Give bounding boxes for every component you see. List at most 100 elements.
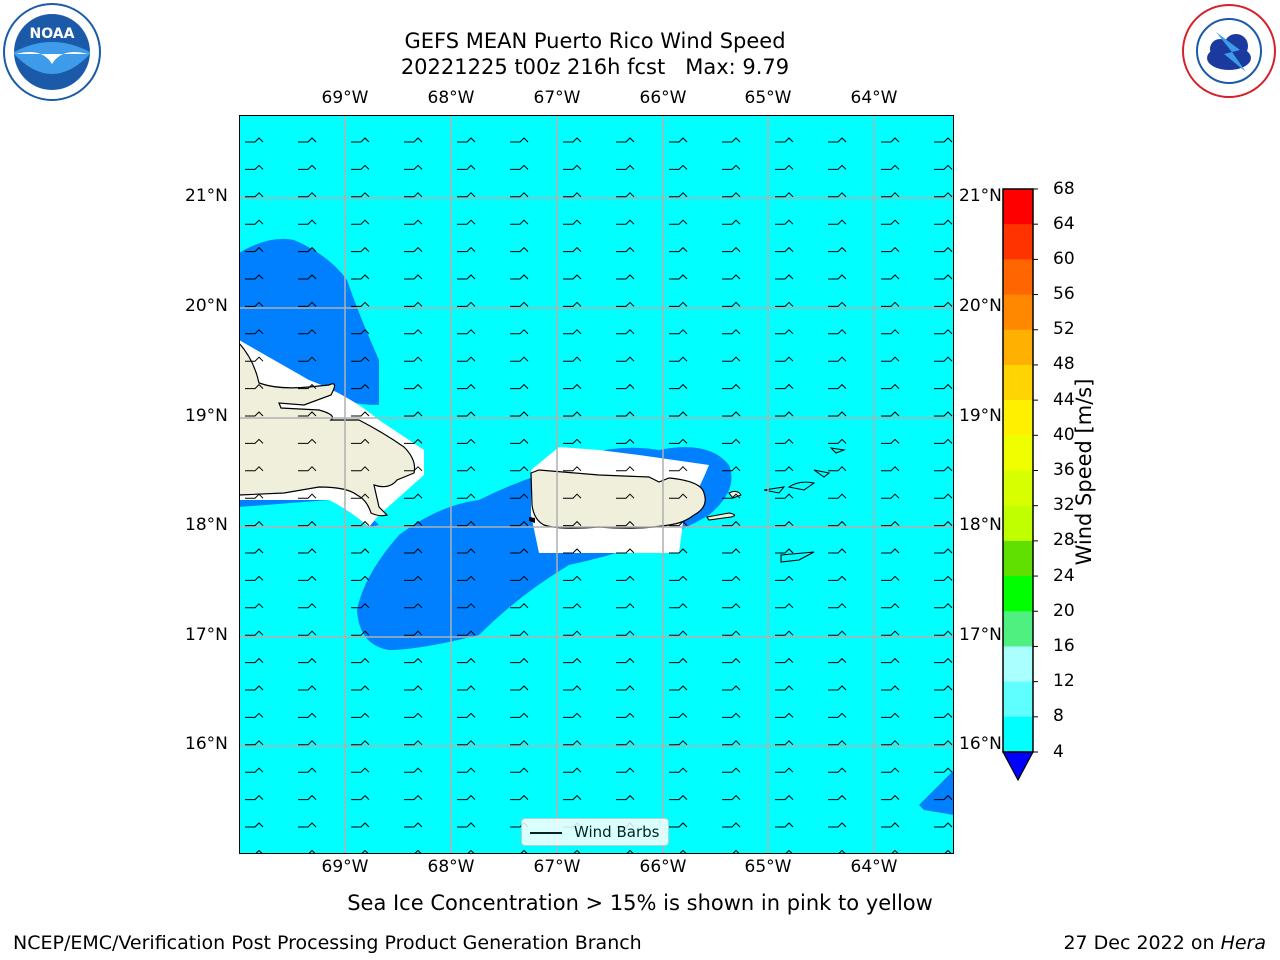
wind-barb — [934, 767, 953, 773]
land-st-john — [787, 481, 816, 491]
wind-barb — [457, 575, 476, 581]
colorbar-box — [1003, 259, 1033, 296]
wind-barb — [934, 192, 953, 198]
wind-barb — [457, 411, 476, 417]
wind-barb — [722, 575, 741, 581]
wind-barb — [828, 192, 847, 198]
wind-barb — [510, 685, 529, 691]
wind-barb — [722, 849, 741, 854]
lon-label-top: 66°W — [639, 88, 687, 108]
lon-label-bottom: 65°W — [744, 857, 792, 877]
wind-barb — [881, 794, 900, 801]
wind-barb — [722, 822, 741, 828]
wind-barb — [351, 493, 370, 499]
wind-barb — [828, 822, 847, 828]
wind-barb — [669, 575, 688, 581]
colorbar-box — [1003, 435, 1033, 471]
wind-barb — [669, 712, 688, 718]
wind-barb — [775, 822, 794, 828]
wind-barb — [510, 657, 529, 664]
wind-barb — [881, 630, 900, 636]
colorbar-box — [1003, 224, 1033, 260]
wind-barb — [775, 520, 794, 527]
wind-barb — [828, 767, 847, 773]
wind-barb — [722, 164, 741, 170]
wind-barb — [351, 329, 370, 335]
wind-barb — [934, 740, 953, 746]
wind-barb — [828, 630, 847, 636]
colorbar-ticks — [1033, 188, 1038, 753]
colorbar-box — [1003, 364, 1033, 401]
wind-barb — [404, 438, 423, 444]
colorbar — [1001, 188, 1038, 782]
wind-barb — [457, 493, 476, 499]
wind-barb — [616, 657, 635, 664]
wind-barb — [669, 493, 688, 499]
colorbar-tick-label: 52 — [1053, 319, 1075, 339]
wind-barb — [934, 630, 953, 636]
wind-barb — [298, 246, 317, 253]
wind-barb — [510, 520, 529, 527]
wind-barb — [563, 767, 582, 773]
land-puerto-rico — [530, 469, 706, 529]
wind-barb — [828, 603, 847, 609]
wind-barb — [934, 274, 953, 280]
colorbar-tick-label: 36 — [1053, 460, 1075, 480]
wind-barb — [934, 219, 953, 225]
colorbar-box — [1003, 576, 1033, 612]
wind-barb — [669, 520, 688, 527]
land-mona-island — [529, 517, 535, 523]
wind-barb — [404, 356, 423, 362]
wind-barb — [934, 164, 953, 170]
wind-barb — [934, 356, 953, 362]
wind-barb — [351, 411, 370, 417]
wind-barb — [351, 192, 370, 198]
wind-barb — [510, 712, 529, 718]
wind-barb — [510, 411, 529, 417]
wind-barb — [563, 630, 582, 636]
colorbar-box — [1003, 681, 1033, 718]
lon-label-bottom: 64°W — [850, 857, 898, 877]
wind-barb — [881, 192, 900, 198]
wind-barb — [669, 356, 688, 362]
colorbar-tick-label: 24 — [1053, 566, 1075, 586]
wind-barb — [404, 657, 423, 664]
wind-barb — [404, 767, 423, 773]
noaa-logo-text: NOAA — [30, 26, 75, 42]
wind-barb — [298, 192, 317, 198]
lat-label-left: 19°N — [185, 406, 228, 426]
wind-barb — [457, 740, 476, 746]
wind-barb — [298, 520, 317, 527]
map-plot — [239, 115, 954, 854]
wind-barb — [722, 219, 741, 225]
wind-barb — [510, 630, 529, 636]
colorbar-tick-label: 32 — [1053, 495, 1075, 515]
wind-barb — [881, 301, 900, 307]
wind-barb — [404, 822, 423, 828]
wind-barb — [298, 383, 317, 390]
wind-barb — [563, 137, 582, 143]
lon-label-top: 67°W — [533, 88, 581, 108]
wind-barb — [457, 603, 476, 609]
wind-barb — [351, 438, 370, 444]
wind-barb — [828, 657, 847, 664]
lat-label-right: 17°N — [959, 625, 1002, 645]
wind-barb — [934, 849, 953, 854]
wind-barb — [351, 356, 370, 362]
wind-barb — [616, 137, 635, 143]
footer-date: 27 Dec 2022 on Hera — [1063, 932, 1266, 954]
wind-barb — [404, 301, 423, 307]
wind-barb — [669, 246, 688, 253]
wind-barb — [828, 575, 847, 581]
colorbar-box — [1003, 400, 1033, 436]
wind-barb — [616, 740, 635, 746]
wind-barb — [245, 603, 264, 609]
wind-barb — [457, 685, 476, 691]
wind-barb — [245, 219, 264, 225]
wind-barb — [404, 219, 423, 225]
wind-barb — [510, 301, 529, 307]
wind-barb — [404, 520, 423, 527]
wind-barb — [510, 329, 529, 335]
wind-barb — [510, 356, 529, 362]
colorbar-box — [1003, 329, 1033, 366]
